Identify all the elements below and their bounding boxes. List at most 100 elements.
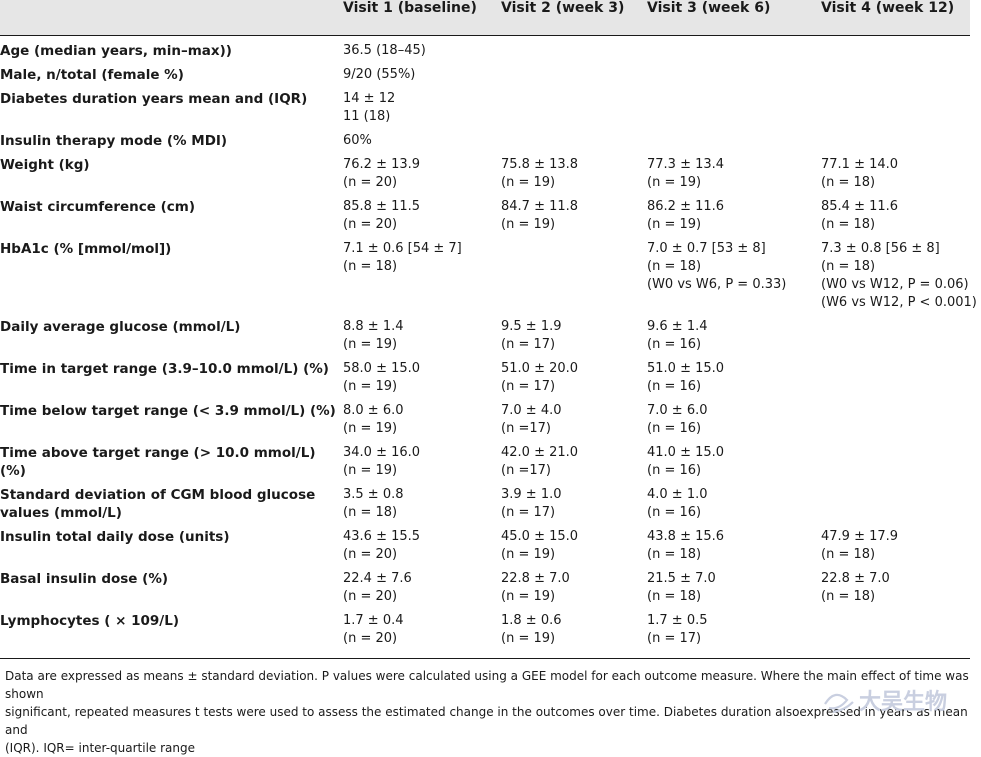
- table-row: Standard deviation of CGM blood glucose …: [0, 480, 970, 522]
- footnote-line-1: Data are expressed as means ± standard d…: [5, 669, 969, 701]
- cell-visit-3: 77.3 ± 13.4 (n = 19): [647, 150, 821, 192]
- cell-line: (n = 19): [647, 175, 702, 190]
- cell-line: 7.3 ± 0.8 [56 ± 8]: [821, 241, 940, 256]
- row-variable-label: Daily average glucose (mmol/L): [0, 319, 241, 335]
- cell-line: 76.2 ± 13.9: [343, 157, 421, 172]
- cell-line: (n = 20): [343, 217, 398, 232]
- row-variable-label: Lymphocytes ( × 109/L): [0, 613, 180, 629]
- cell-line: 7.0 ± 0.7 [53 ± 8]: [647, 241, 766, 256]
- cell-line: 14 ± 12: [343, 91, 396, 106]
- cell-line: (n = 18): [647, 547, 702, 562]
- cell-visit-3: [647, 35, 821, 60]
- row-variable-label: Diabetes duration years mean and (IQR): [0, 91, 308, 107]
- cell-visit-1: 8.8 ± 1.4 (n = 19): [343, 312, 501, 354]
- cell-line: 85.8 ± 11.5: [343, 199, 421, 214]
- table-row: Weight (kg) 76.2 ± 13.9 (n = 20) 75.8 ± 13.…: [0, 150, 970, 192]
- cell-line: (n = 19): [501, 217, 556, 232]
- cell-line: (n = 19): [343, 379, 398, 394]
- cell-visit-4: 22.8 ± 7.0 (n = 18): [821, 564, 970, 606]
- cell-line: (n = 19): [343, 421, 398, 436]
- cell-line: 9.5 ± 1.9: [501, 319, 562, 334]
- header-rule: [0, 35, 970, 36]
- row-variable-label: Weight (kg): [0, 157, 90, 173]
- cell-line: (n = 20): [343, 589, 398, 604]
- cell-line: 3.5 ± 0.8: [343, 487, 404, 502]
- cell-visit-2: 84.7 ± 11.8 (n = 19): [501, 192, 647, 234]
- cell-line: 51.0 ± 15.0: [647, 361, 725, 376]
- cell-line: (n = 18): [343, 259, 398, 274]
- cell-visit-3: 9.6 ± 1.4 (n = 16): [647, 312, 821, 354]
- cell-visit-1: 7.1 ± 0.6 [54 ± 7] (n = 18): [343, 234, 501, 312]
- cell-visit-3: [647, 84, 821, 126]
- cell-line: 8.0 ± 6.0: [343, 403, 404, 418]
- cell-line: 9/20 (55%): [343, 67, 416, 82]
- cell-visit-2: 3.9 ± 1.0 (n = 17): [501, 480, 647, 522]
- cell-line: 42.0 ± 21.0: [501, 445, 579, 460]
- cell-line: 8.8 ± 1.4: [343, 319, 404, 334]
- cell-line: (n = 18): [821, 175, 876, 190]
- footnote-line-3: (IQR). IQR= inter-quartile range: [5, 741, 196, 755]
- cell-line: (n = 16): [647, 505, 702, 520]
- cell-line: (n = 17): [647, 631, 702, 646]
- cell-visit-3: 41.0 ± 15.0 (n = 16): [647, 438, 821, 480]
- cell-visit-4: [821, 480, 970, 522]
- cell-visit-1: 43.6 ± 15.5 (n = 20): [343, 522, 501, 564]
- cell-line: 3.9 ± 1.0: [501, 487, 562, 502]
- cell-visit-1: 76.2 ± 13.9 (n = 20): [343, 150, 501, 192]
- cell-visit-2: 7.0 ± 4.0 (n =17): [501, 396, 647, 438]
- cell-visit-1: 8.0 ± 6.0 (n = 19): [343, 396, 501, 438]
- cell-visit-4: [821, 35, 970, 60]
- cell-visit-4: 85.4 ± 11.6 (n = 18): [821, 192, 970, 234]
- cell-visit-2: [501, 35, 647, 60]
- table-row: Time above target range (> 10.0 mmol/L) …: [0, 438, 970, 480]
- cell-visit-3: [647, 126, 821, 150]
- table-row: Male, n/total (female %) 9/20 (55%): [0, 60, 970, 84]
- cell-line: (W0 vs W6, P = 0.33): [647, 277, 787, 292]
- cell-line: (n = 17): [501, 337, 556, 352]
- table-body: Age (median years, min–max)) 36.5 (18–45)…: [0, 35, 977, 648]
- cell-line: (n = 16): [647, 379, 702, 394]
- cell-line: (W6 vs W12, P < 0.001): [821, 295, 977, 310]
- cell-visit-1: 85.8 ± 11.5 (n = 20): [343, 192, 501, 234]
- cell-visit-3: 1.7 ± 0.5 (n = 17): [647, 606, 821, 648]
- header-row: Visit 1 (baseline) Visit 2 (week 3) Visi…: [0, 0, 970, 35]
- cell-line: 1.7 ± 0.4: [343, 613, 404, 628]
- cell-visit-1: 1.7 ± 0.4 (n = 20): [343, 606, 501, 648]
- row-variable-label: Basal insulin dose (%): [0, 571, 169, 587]
- cell-visit-4: 77.1 ± 14.0 (n = 18): [821, 150, 970, 192]
- header-visit-2: Visit 2 (week 3): [501, 0, 625, 16]
- cell-visit-2: [501, 84, 647, 126]
- cell-line: 75.8 ± 13.8: [501, 157, 579, 172]
- cell-visit-4: [821, 396, 970, 438]
- cell-line: (n = 19): [501, 547, 556, 562]
- cell-line: 4.0 ± 1.0: [647, 487, 708, 502]
- cell-line: (n = 18): [343, 505, 398, 520]
- cell-visit-3: 21.5 ± 7.0 (n = 18): [647, 564, 821, 606]
- cell-line: (n = 20): [343, 175, 398, 190]
- cell-line: (n = 17): [501, 505, 556, 520]
- row-variable-label: Time in target range (3.9–10.0 mmol/L) (…: [0, 361, 329, 377]
- cell-line: 43.8 ± 15.6: [647, 529, 725, 544]
- watermark-text: 大吴生物: [859, 689, 947, 715]
- cell-line: (n = 18): [647, 589, 702, 604]
- cell-line: 7.0 ± 4.0: [501, 403, 562, 418]
- cell-line: (n = 18): [647, 259, 702, 274]
- row-variable-label: Insulin total daily dose (units): [0, 529, 230, 545]
- cell-line: (n = 16): [647, 463, 702, 478]
- cell-visit-3: [647, 60, 821, 84]
- cell-line: 22.8 ± 7.0: [821, 571, 890, 586]
- table-bottom-rule: [0, 658, 970, 659]
- cell-visit-4: [821, 606, 970, 648]
- cell-line: 7.0 ± 6.0: [647, 403, 708, 418]
- table-row: HbA1c (% [mmol/mol]) 7.1 ± 0.6 [54 ± 7] (n…: [0, 234, 977, 312]
- header-visit-3: Visit 3 (week 6): [647, 0, 771, 16]
- cell-visit-2: 45.0 ± 15.0 (n = 19): [501, 522, 647, 564]
- row-variable-label: Waist circumference (cm): [0, 199, 196, 215]
- row-variable-label: Insulin therapy mode (% MDI): [0, 133, 228, 149]
- cell-visit-3: 7.0 ± 6.0 (n = 16): [647, 396, 821, 438]
- cell-line: (n = 19): [501, 175, 556, 190]
- cell-line: 22.4 ± 7.6: [343, 571, 412, 586]
- cell-line: (W0 vs W12, P = 0.06): [821, 277, 969, 292]
- cell-visit-2: 75.8 ± 13.8 (n = 19): [501, 150, 647, 192]
- row-variable-label: Time below target range (< 3.9 mmol/L) (…: [0, 403, 336, 419]
